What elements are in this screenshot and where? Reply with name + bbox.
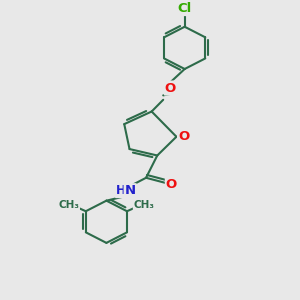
Text: CH₃: CH₃ xyxy=(58,200,79,210)
Text: CH₃: CH₃ xyxy=(134,200,155,210)
Text: O: O xyxy=(166,178,177,191)
Text: O: O xyxy=(165,82,176,94)
Text: Cl: Cl xyxy=(178,2,192,15)
Text: O: O xyxy=(178,130,189,143)
Text: H: H xyxy=(116,184,126,197)
Text: N: N xyxy=(124,184,136,197)
